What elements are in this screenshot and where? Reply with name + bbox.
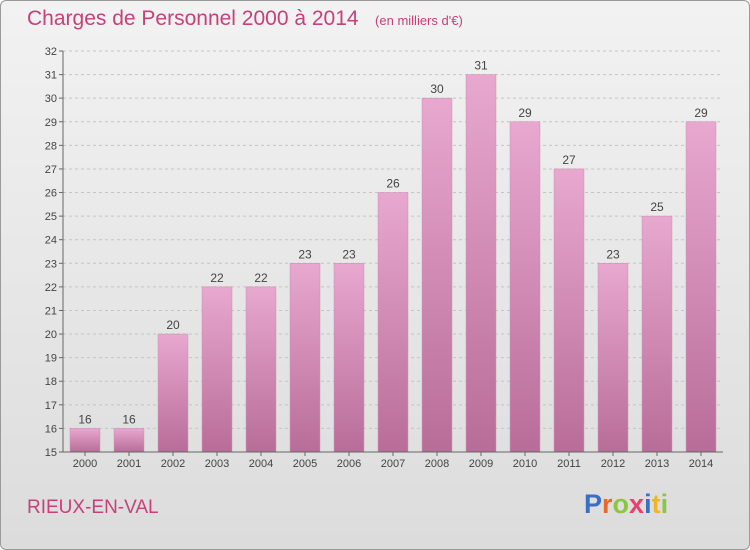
y-tick-label: 31 — [45, 70, 57, 82]
logo-letter: o — [612, 489, 630, 519]
logo-letter: i — [660, 489, 669, 519]
x-tick-label: 2008 — [425, 458, 449, 470]
x-tick-label: 2004 — [249, 458, 273, 470]
y-tick-label: 18 — [45, 376, 57, 388]
bar — [157, 333, 189, 453]
bar-value-label: 16 — [122, 412, 136, 426]
bar — [289, 263, 321, 453]
bar-value-label: 16 — [78, 412, 92, 426]
bar — [597, 263, 629, 453]
x-tick-label: 2003 — [205, 458, 229, 470]
y-tick-label: 21 — [45, 305, 57, 317]
y-tick-label: 27 — [45, 164, 57, 176]
y-tick-label: 32 — [45, 46, 57, 58]
chart-unit: (en milliers d'€) — [375, 13, 463, 28]
bar-value-label: 23 — [298, 247, 312, 261]
chart-title: Charges de Personnel 2000 à 2014 — [27, 7, 359, 30]
y-tick-label: 25 — [45, 211, 57, 223]
bar — [333, 263, 365, 453]
bar-value-label: 20 — [166, 318, 180, 332]
x-tick-label: 2005 — [293, 458, 317, 470]
y-tick-label: 24 — [45, 235, 57, 247]
proxiti-logo: Proxiti — [584, 489, 668, 520]
logo-letter: r — [602, 489, 613, 519]
bar-chart: 15 16 17 18 19 20 21 22 23 24 25 26 27 28 29 30 31 32 16 20… — [45, 46, 723, 470]
y-tick-label: 29 — [45, 117, 57, 129]
x-tick-label: 2007 — [381, 458, 405, 470]
bar — [69, 428, 101, 453]
bar — [245, 286, 277, 453]
bar — [201, 286, 233, 453]
bar-value-label: 29 — [694, 106, 708, 120]
commune-name: RIEUX-EN-VAL — [27, 497, 159, 518]
x-tick-label: 2006 — [337, 458, 361, 470]
y-tick-label: 22 — [45, 282, 57, 294]
x-tick-label: 2010 — [513, 458, 537, 470]
y-tick-label: 26 — [45, 188, 57, 200]
bar — [465, 74, 497, 453]
y-tick-label: 15 — [45, 447, 57, 459]
bar-value-label: 26 — [386, 177, 400, 191]
title-row: Charges de Personnel 2000 à 2014 (en mil… — [27, 7, 463, 31]
x-tick-label: 2011 — [557, 458, 581, 470]
logo-letter: P — [584, 489, 603, 519]
bar-value-label: 23 — [606, 247, 620, 261]
x-tick-label: 2009 — [469, 458, 493, 470]
bar-value-label: 22 — [254, 271, 268, 285]
logo-letter: i — [644, 489, 652, 519]
logo-letter: t — [651, 489, 661, 519]
bar — [509, 121, 541, 453]
x-tick-label: 2012 — [601, 458, 625, 470]
bar-value-label: 22 — [210, 271, 224, 285]
bar-value-label: 30 — [430, 82, 444, 96]
x-tick-label: 2002 — [161, 458, 185, 470]
bar — [553, 168, 585, 453]
bar-value-label: 25 — [650, 200, 664, 214]
logo-letter: x — [629, 489, 645, 519]
bar-layer — [69, 74, 717, 453]
bar-value-label: 31 — [474, 59, 488, 73]
y-tick-label: 23 — [45, 258, 57, 270]
y-tick-label: 17 — [45, 400, 57, 412]
axis-layer: 15 16 17 18 19 20 21 22 23 24 25 26 27 28 29 30 31 32 16 20… — [45, 46, 723, 470]
bar — [685, 121, 717, 453]
x-tick-label: 2014 — [689, 458, 713, 470]
y-tick-label: 28 — [45, 140, 57, 152]
bar — [641, 215, 673, 453]
x-tick-label: 2013 — [645, 458, 669, 470]
y-tick-label: 20 — [45, 329, 57, 341]
bar — [113, 428, 145, 453]
bar-value-label: 27 — [562, 153, 576, 167]
x-tick-label: 2001 — [117, 458, 141, 470]
y-tick-label: 19 — [45, 353, 57, 365]
bar — [377, 192, 409, 453]
bar-value-label: 29 — [518, 106, 532, 120]
y-tick-label: 16 — [45, 423, 57, 435]
x-tick-label: 2000 — [73, 458, 97, 470]
bar-value-label: 23 — [342, 247, 356, 261]
bar — [421, 97, 453, 453]
y-tick-label: 30 — [45, 93, 57, 105]
